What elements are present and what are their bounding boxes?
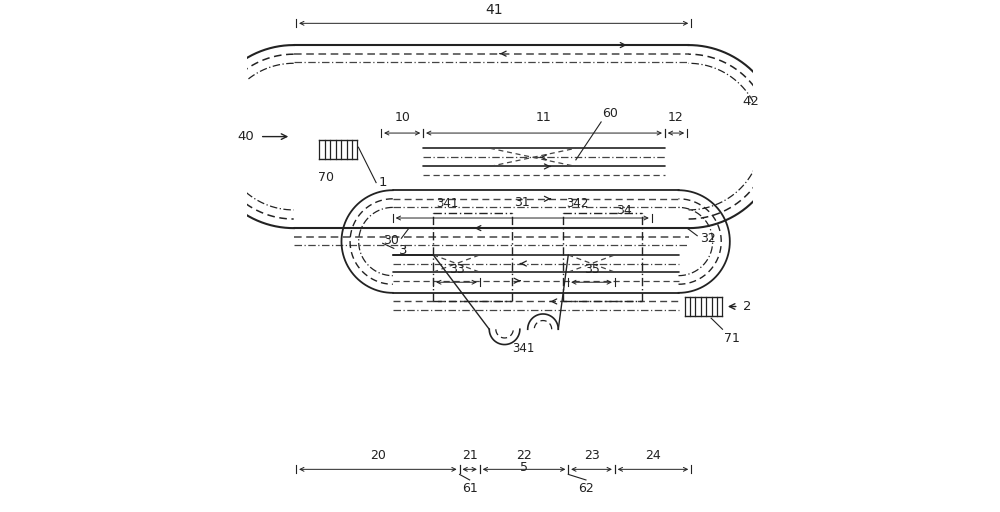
Text: 11: 11 xyxy=(536,111,552,124)
Text: 30: 30 xyxy=(383,234,399,247)
Text: 40: 40 xyxy=(237,130,254,143)
Text: 22: 22 xyxy=(516,449,532,462)
Text: 20: 20 xyxy=(370,449,386,462)
Text: 31: 31 xyxy=(514,196,530,209)
Text: 1: 1 xyxy=(379,176,387,189)
Text: 342: 342 xyxy=(566,198,588,210)
Text: 341: 341 xyxy=(513,342,535,355)
Text: 61: 61 xyxy=(462,482,478,495)
Text: 2: 2 xyxy=(743,300,751,313)
Text: 23: 23 xyxy=(584,449,599,462)
Text: 34: 34 xyxy=(616,204,632,217)
Text: 35: 35 xyxy=(584,263,599,276)
Text: 71: 71 xyxy=(724,332,739,345)
Text: 62: 62 xyxy=(578,482,594,495)
Text: 341: 341 xyxy=(436,198,458,210)
Text: 21: 21 xyxy=(462,449,478,462)
Text: 41: 41 xyxy=(485,3,502,17)
Text: 5: 5 xyxy=(520,461,528,474)
Text: 12: 12 xyxy=(668,111,684,124)
Text: 32: 32 xyxy=(700,232,715,245)
Text: 60: 60 xyxy=(602,107,618,120)
Text: 10: 10 xyxy=(394,111,410,124)
Text: 70: 70 xyxy=(318,172,334,184)
Text: 3: 3 xyxy=(399,244,407,258)
Text: 24: 24 xyxy=(645,449,661,462)
Text: 42: 42 xyxy=(743,95,760,108)
Text: 33: 33 xyxy=(449,263,464,276)
